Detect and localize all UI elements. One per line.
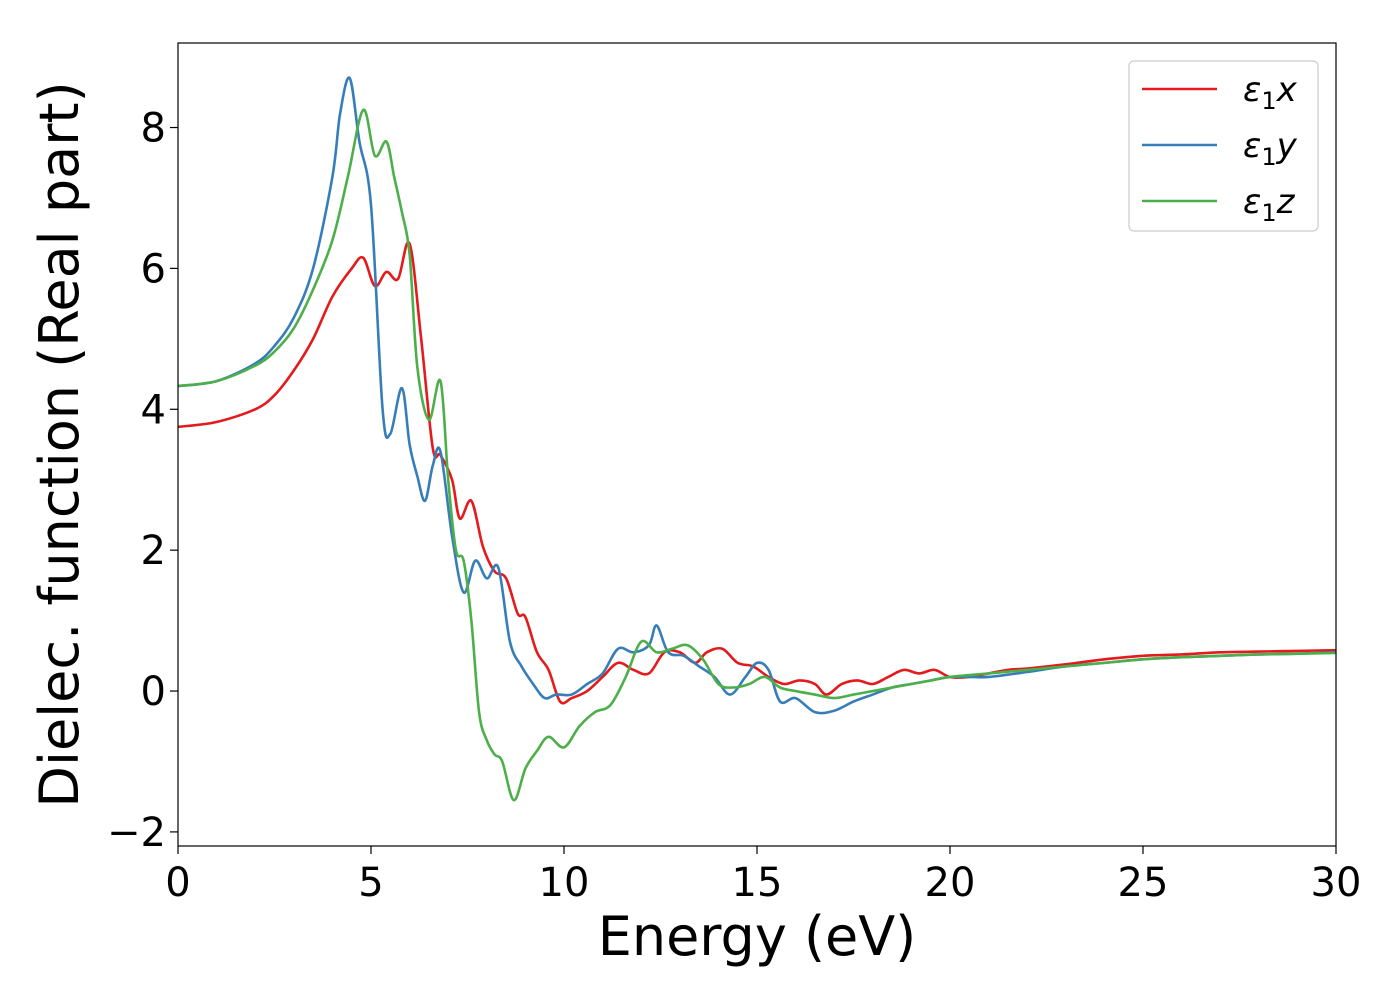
- legend-label-y: ε1y: [1243, 126, 1298, 171]
- x-axis: 0 5 10 15 20 25 30: [165, 846, 1361, 906]
- x-tick-label: 30: [1311, 860, 1362, 906]
- series-lines: [178, 76, 1336, 802]
- legend-label-z: ε1z: [1243, 182, 1296, 227]
- y-tick-label: 0: [141, 669, 166, 715]
- legend-label-x: ε1x: [1243, 70, 1298, 115]
- y-tick-label: 2: [141, 528, 166, 574]
- x-tick-label: 15: [732, 860, 783, 906]
- x-axis-title: Energy (eV): [598, 905, 917, 968]
- y-tick-label: 8: [141, 106, 166, 152]
- legend-suffix: y: [1276, 126, 1298, 166]
- legend-subscript: 1: [1261, 87, 1276, 115]
- y-tick-label: −2: [107, 810, 166, 856]
- x-tick-label: 20: [925, 860, 976, 906]
- legend-box: [1128, 60, 1319, 232]
- x-tick-label: 25: [1118, 860, 1169, 906]
- x-tick-label: 10: [539, 860, 590, 906]
- legend-symbol: ε: [1243, 182, 1261, 222]
- x-tick-label: 0: [165, 860, 190, 906]
- legend-symbol: ε: [1243, 126, 1261, 166]
- legend-suffix: z: [1276, 182, 1296, 222]
- y-tick-label: 6: [141, 246, 166, 292]
- legend-symbol: ε: [1243, 70, 1261, 110]
- series-line-z: [178, 108, 1336, 802]
- x-tick-label: 5: [358, 860, 383, 906]
- y-tick-label: 4: [141, 387, 166, 433]
- legend-suffix: x: [1276, 70, 1298, 110]
- legend-subscript: 1: [1261, 199, 1276, 227]
- y-axis-title: Dielec. function (Real part): [28, 81, 91, 807]
- y-axis: −2 0 2 4 6 8: [107, 106, 178, 856]
- legend-subscript: 1: [1261, 143, 1276, 171]
